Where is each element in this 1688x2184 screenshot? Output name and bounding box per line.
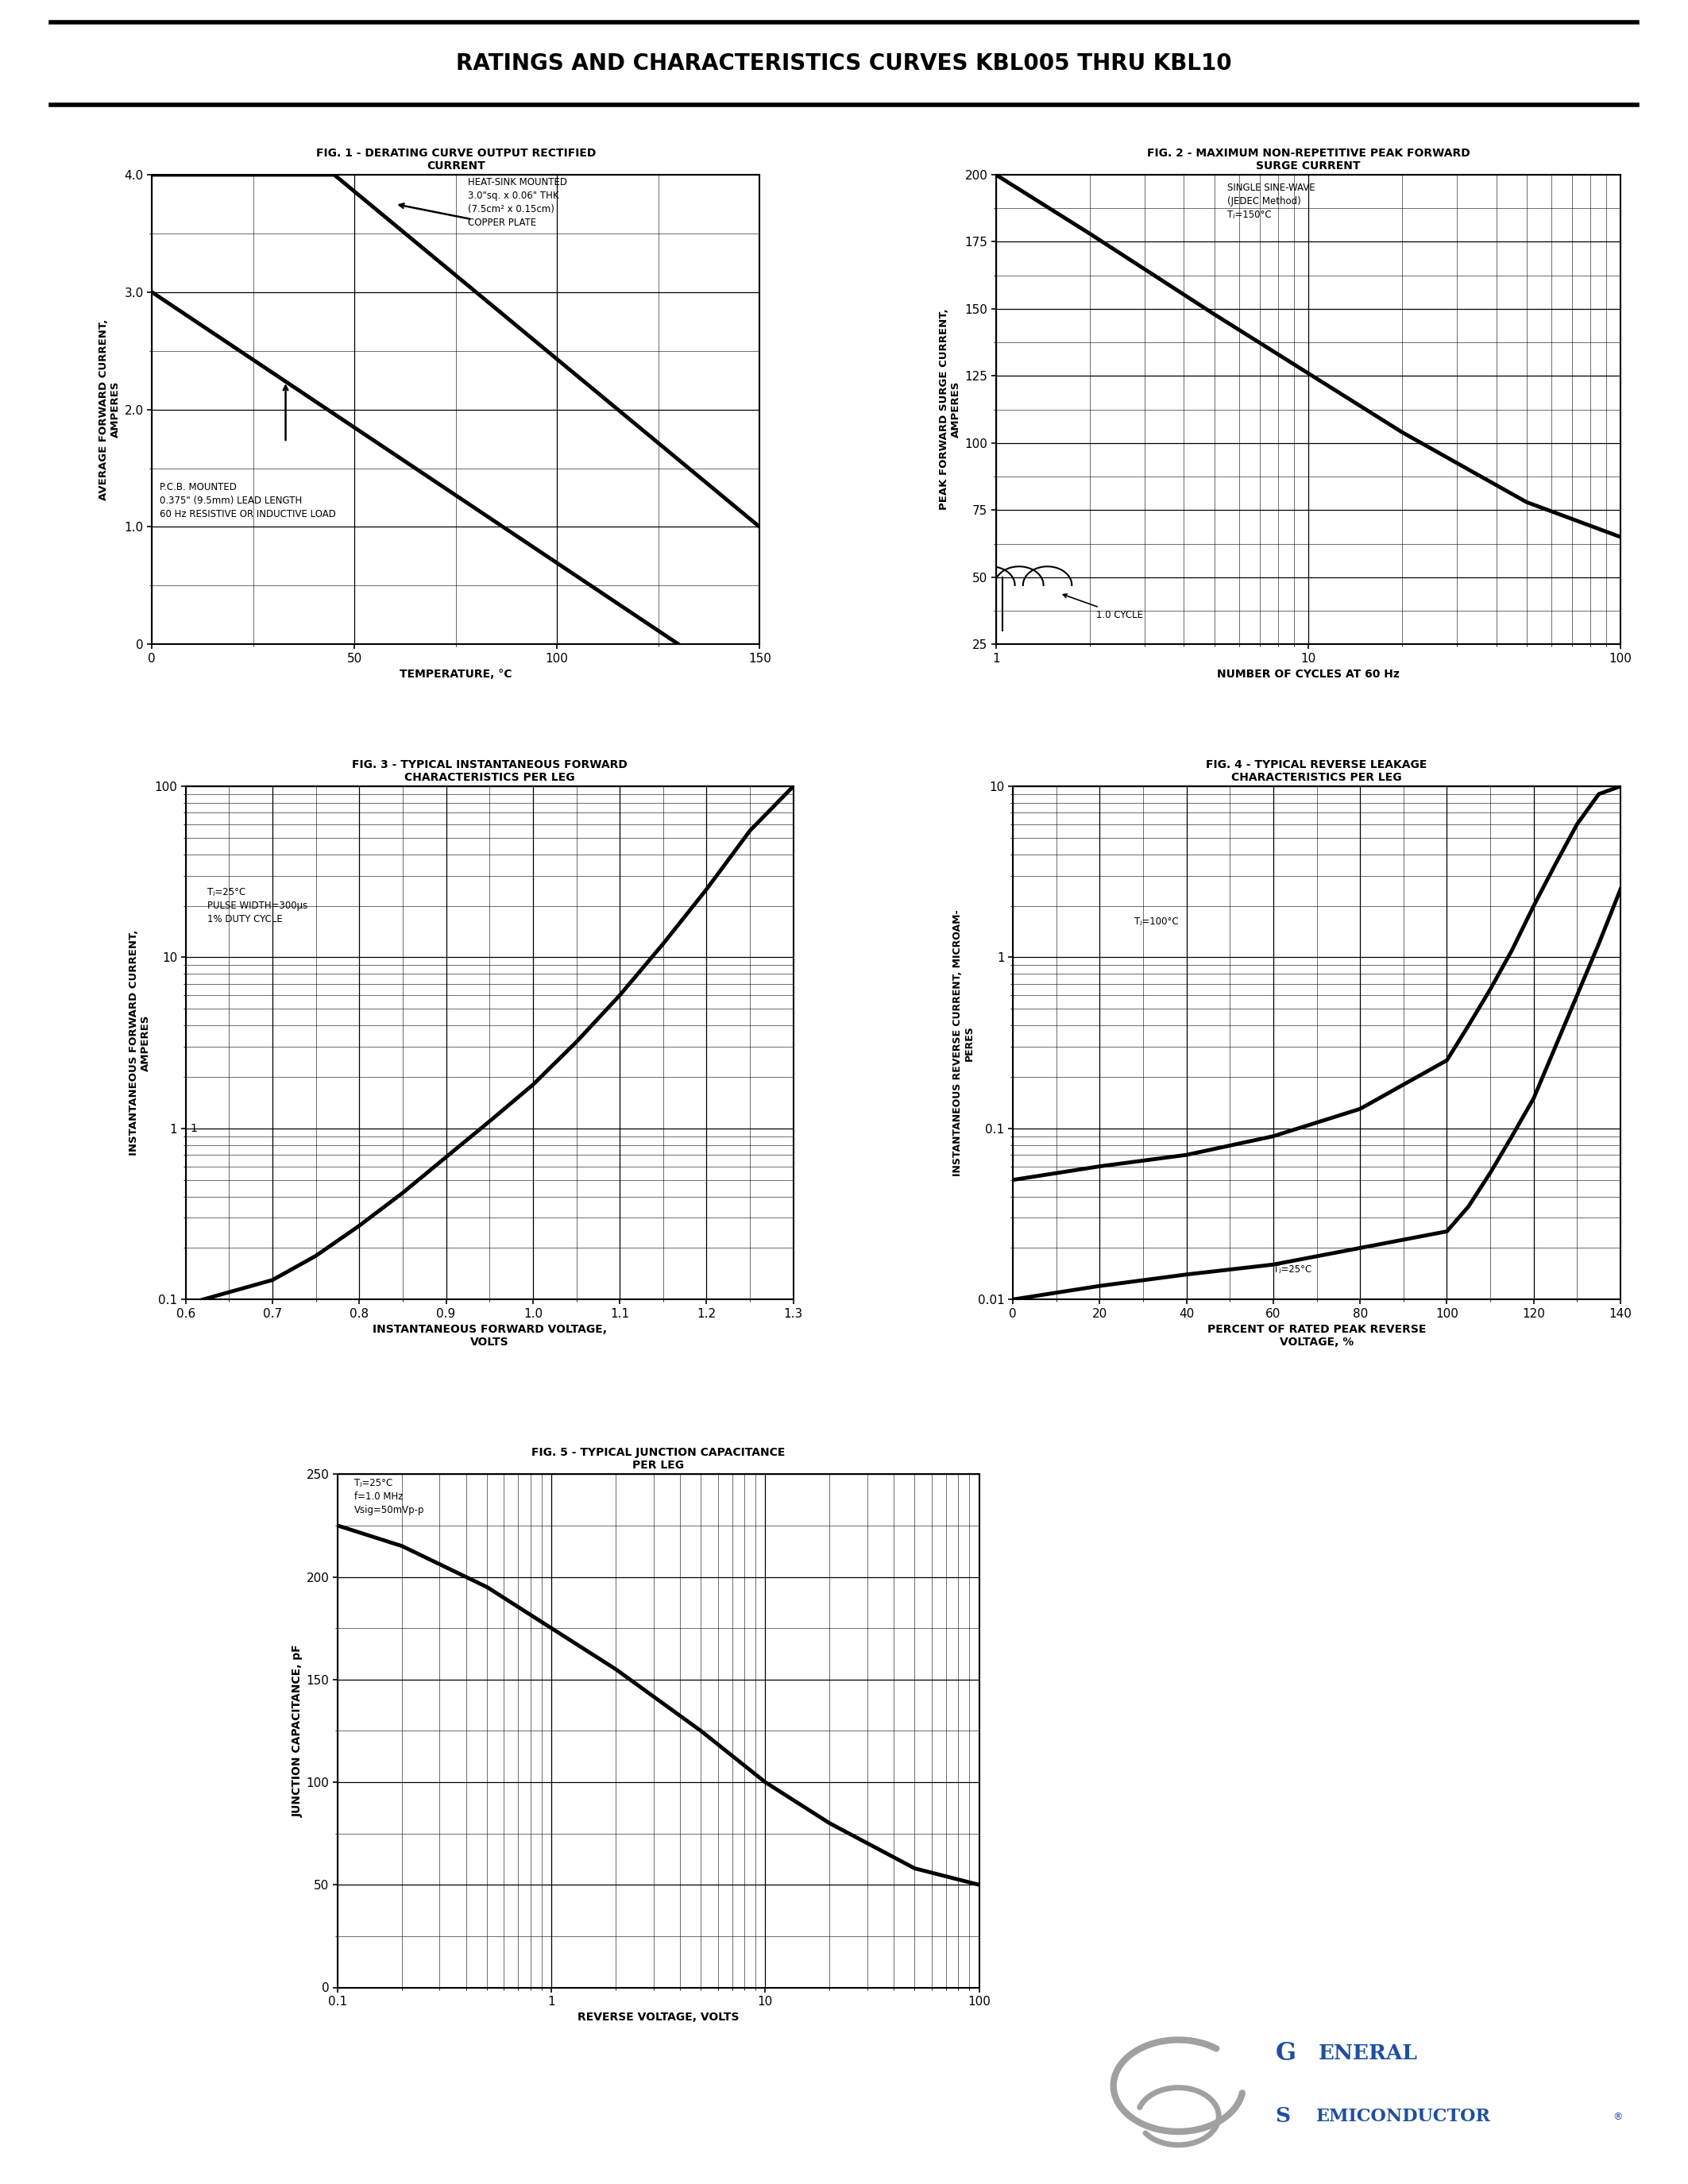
- Y-axis label: INSTANTANEOUS REVERSE CURRENT, MICROAM-
PERES: INSTANTANEOUS REVERSE CURRENT, MICROAM- …: [952, 909, 974, 1177]
- Text: HEAT-SINK MOUNTED
3.0"sq. x 0.06" THK
(7.5cm² x 0.15cm)
COPPER PLATE: HEAT-SINK MOUNTED 3.0"sq. x 0.06" THK (7…: [468, 177, 567, 227]
- Text: Tⱼ=25°C: Tⱼ=25°C: [1273, 1265, 1312, 1275]
- Text: RATINGS AND CHARACTERISTICS CURVES KBL005 THRU KBL10: RATINGS AND CHARACTERISTICS CURVES KBL00…: [456, 52, 1232, 74]
- Title: FIG. 1 - DERATING CURVE OUTPUT RECTIFIED
CURRENT: FIG. 1 - DERATING CURVE OUTPUT RECTIFIED…: [316, 149, 596, 173]
- Text: Tⱼ=25°C
PULSE WIDTH=300μs
1% DUTY CYCLE: Tⱼ=25°C PULSE WIDTH=300μs 1% DUTY CYCLE: [208, 887, 307, 924]
- X-axis label: NUMBER OF CYCLES AT 60 Hz: NUMBER OF CYCLES AT 60 Hz: [1217, 668, 1399, 679]
- Title: FIG. 5 - TYPICAL JUNCTION CAPACITANCE
PER LEG: FIG. 5 - TYPICAL JUNCTION CAPACITANCE PE…: [532, 1448, 785, 1472]
- Text: ®: ®: [1614, 2112, 1622, 2123]
- Title: FIG. 3 - TYPICAL INSTANTANEOUS FORWARD
CHARACTERISTICS PER LEG: FIG. 3 - TYPICAL INSTANTANEOUS FORWARD C…: [351, 760, 628, 784]
- Y-axis label: PEAK FORWARD SURGE CURRENT,
AMPERES: PEAK FORWARD SURGE CURRENT, AMPERES: [939, 308, 962, 511]
- Text: Tⱼ=25°C
f=1.0 MHz
Vsig=50mVp-p: Tⱼ=25°C f=1.0 MHz Vsig=50mVp-p: [354, 1479, 425, 1516]
- Text: Tⱼ=100°C: Tⱼ=100°C: [1134, 917, 1178, 928]
- Text: S: S: [1276, 2105, 1291, 2127]
- Y-axis label: AVERAGE FORWARD CURRENT,
AMPERES: AVERAGE FORWARD CURRENT, AMPERES: [100, 319, 122, 500]
- Text: EMICONDUCTOR: EMICONDUCTOR: [1317, 2108, 1491, 2125]
- Title: FIG. 4 - TYPICAL REVERSE LEAKAGE
CHARACTERISTICS PER LEG: FIG. 4 - TYPICAL REVERSE LEAKAGE CHARACT…: [1205, 760, 1428, 784]
- Y-axis label: JUNCTION CAPACITANCE, pF: JUNCTION CAPACITANCE, pF: [292, 1645, 304, 1817]
- Text: SINGLE SINE-WAVE
(JEDEC Method)
Tⱼ=150°C: SINGLE SINE-WAVE (JEDEC Method) Tⱼ=150°C: [1227, 183, 1315, 221]
- Text: 1.0 CYCLE: 1.0 CYCLE: [1063, 594, 1143, 620]
- Y-axis label: INSTANTANEOUS FORWARD CURRENT,
AMPERES: INSTANTANEOUS FORWARD CURRENT, AMPERES: [128, 930, 152, 1155]
- Text: ENERAL: ENERAL: [1318, 2044, 1418, 2064]
- X-axis label: TEMPERATURE, °C: TEMPERATURE, °C: [400, 668, 511, 679]
- Text: P.C.B. MOUNTED
0.375" (9.5mm) LEAD LENGTH
60 Hz RESISTIVE OR INDUCTIVE LOAD: P.C.B. MOUNTED 0.375" (9.5mm) LEAD LENGT…: [160, 483, 336, 520]
- X-axis label: INSTANTANEOUS FORWARD VOLTAGE,
VOLTS: INSTANTANEOUS FORWARD VOLTAGE, VOLTS: [373, 1324, 606, 1348]
- Text: G: G: [1276, 2040, 1296, 2066]
- X-axis label: PERCENT OF RATED PEAK REVERSE
VOLTAGE, %: PERCENT OF RATED PEAK REVERSE VOLTAGE, %: [1207, 1324, 1426, 1348]
- X-axis label: REVERSE VOLTAGE, VOLTS: REVERSE VOLTAGE, VOLTS: [577, 2011, 739, 2022]
- Title: FIG. 2 - MAXIMUM NON-REPETITIVE PEAK FORWARD
SURGE CURRENT: FIG. 2 - MAXIMUM NON-REPETITIVE PEAK FOR…: [1146, 149, 1470, 173]
- Text: 1: 1: [191, 1123, 197, 1133]
